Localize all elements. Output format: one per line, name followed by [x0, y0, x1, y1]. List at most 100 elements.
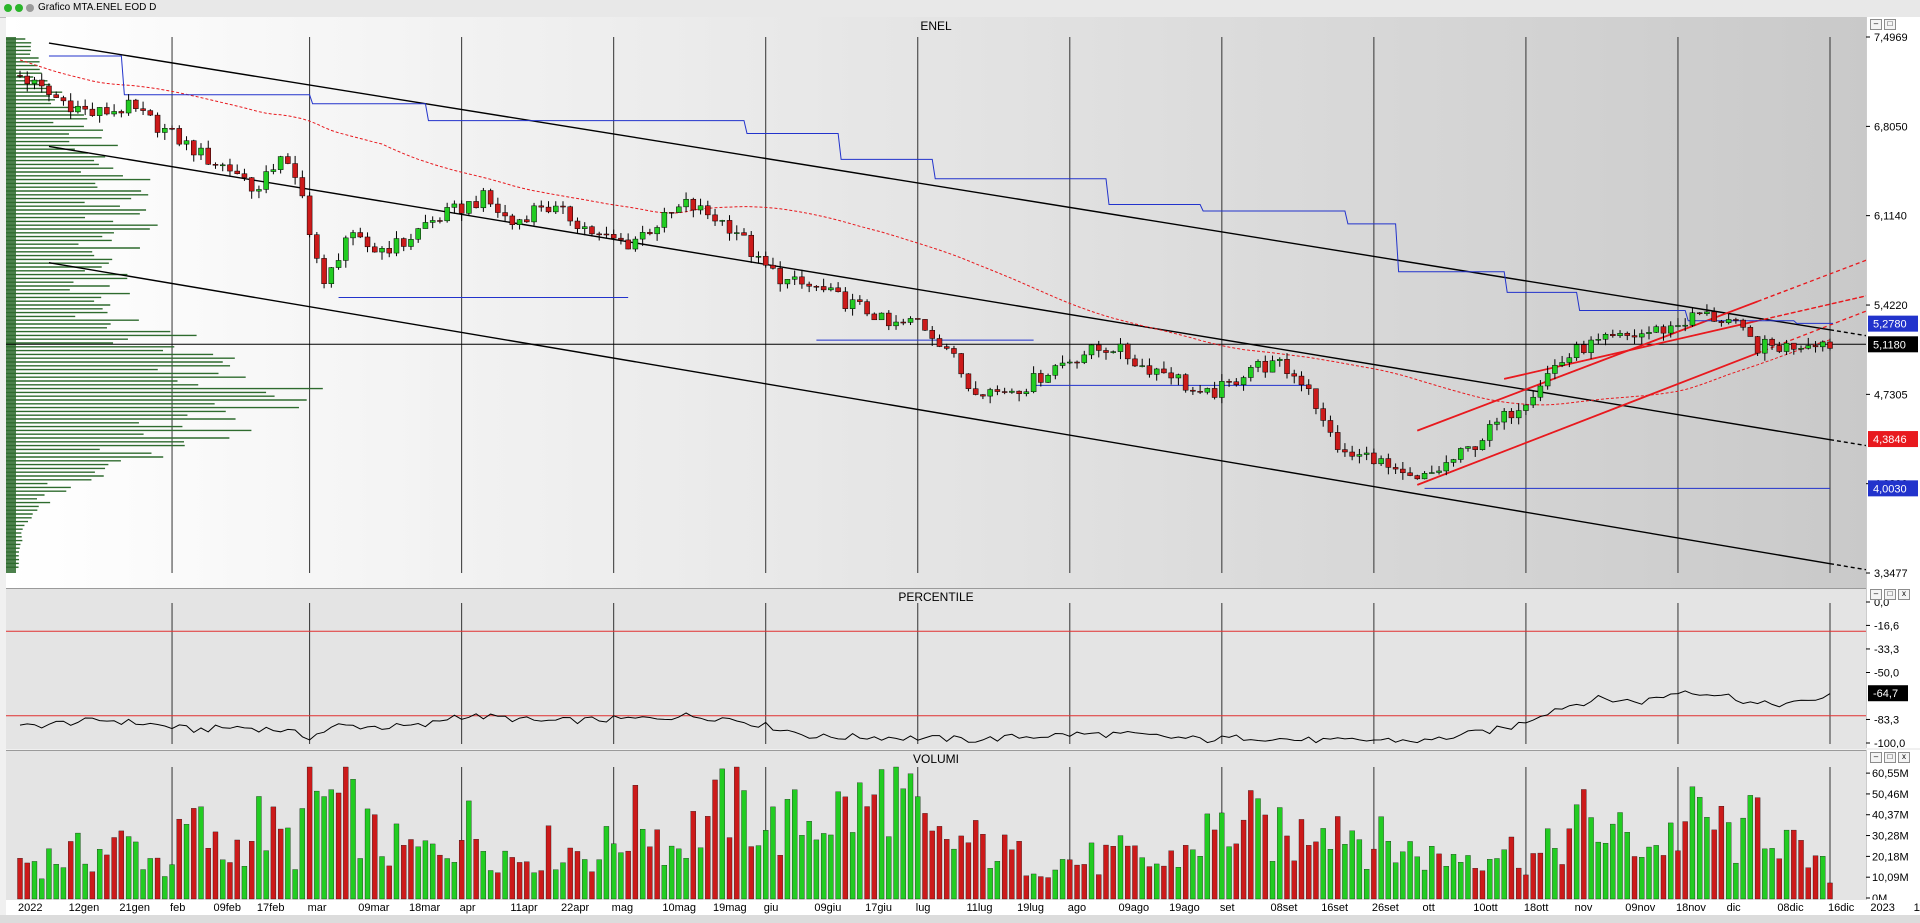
- volume-bar: [1240, 819, 1247, 900]
- price-marker-label: 4,3846: [1873, 434, 1907, 446]
- volume-bar: [1581, 789, 1587, 900]
- volume-bar: [1001, 834, 1008, 900]
- candle-body: [748, 234, 754, 257]
- candle-body: [60, 97, 67, 102]
- volume-tick-label: 0M: [1872, 893, 1887, 900]
- support-step-line: [48, 55, 1833, 324]
- date-tick-label: 11gen: [1914, 902, 1920, 914]
- date-tick-label: 08set: [1271, 902, 1298, 914]
- volume-bar: [958, 835, 964, 900]
- volume-bar: [1081, 864, 1087, 900]
- candle-body: [777, 268, 783, 285]
- volume-bar: [328, 789, 334, 900]
- volume-bar: [509, 857, 515, 900]
- volume-bar: [907, 773, 914, 900]
- candle-body: [806, 283, 812, 287]
- candle-body: [1501, 411, 1507, 423]
- candle-body: [1074, 361, 1080, 364]
- volume-bar: [1494, 858, 1500, 900]
- candle-body: [393, 238, 400, 254]
- candle-body: [162, 128, 168, 133]
- volume-bar: [154, 857, 161, 900]
- volume-bar: [618, 852, 624, 900]
- candle-body: [234, 170, 240, 174]
- volume-pane[interactable]: VOLUMI: [6, 750, 1866, 901]
- volume-bar: [321, 796, 327, 900]
- volume-bar: [567, 847, 573, 900]
- percentile-restore-button[interactable]: □: [1884, 589, 1896, 600]
- date-tick-label: lug: [916, 902, 931, 914]
- volume-bar: [249, 841, 255, 900]
- candle-body: [1769, 338, 1775, 346]
- volume-bar: [1400, 851, 1406, 900]
- candle-body: [958, 353, 964, 375]
- candle-body: [1725, 319, 1732, 323]
- percentile-pane[interactable]: PERCENTILE: [6, 588, 1866, 749]
- volume-bar: [878, 769, 885, 900]
- candle-body: [1820, 341, 1826, 348]
- volume-bar: [936, 826, 943, 900]
- candle-body: [1262, 361, 1269, 373]
- volume-minimize-button[interactable]: –: [1870, 752, 1882, 763]
- candle-body: [929, 330, 935, 339]
- candle-body: [437, 220, 443, 222]
- percentile-chart[interactable]: [6, 589, 1866, 749]
- volume-restore-button[interactable]: □: [1884, 752, 1896, 763]
- percentile-close-button[interactable]: x: [1898, 589, 1910, 600]
- price-marker-box: [1868, 315, 1918, 332]
- date-tick-label: nov: [1575, 902, 1593, 914]
- volume-close-button[interactable]: x: [1898, 752, 1910, 763]
- volume-bar: [1132, 845, 1138, 900]
- date-tick-label: 16dic: [1828, 902, 1855, 914]
- candle-body: [191, 140, 197, 156]
- candle-body: [502, 212, 508, 217]
- status-dot-icon[interactable]: [4, 4, 12, 12]
- candle-body: [1429, 472, 1435, 474]
- candle-body: [321, 258, 327, 284]
- price-minimize-button[interactable]: –: [1870, 19, 1882, 30]
- candle-body: [169, 128, 175, 130]
- volume-bar: [1595, 841, 1601, 900]
- price-pane[interactable]: ENEL: [6, 17, 1920, 588]
- volume-bar: [828, 834, 834, 900]
- volume-bar: [582, 859, 588, 900]
- volume-bar: [1211, 829, 1218, 900]
- volume-bar: [133, 841, 139, 900]
- volume-bar: [480, 851, 487, 900]
- volume-chart[interactable]: [6, 751, 1866, 901]
- volume-bar: [553, 869, 559, 900]
- volume-bar: [444, 858, 450, 900]
- candle-body: [1660, 326, 1667, 334]
- volume-bar: [1573, 804, 1580, 900]
- volume-bar: [1088, 842, 1095, 900]
- date-tick-label: 11lug: [966, 902, 992, 914]
- candle-body: [466, 201, 472, 214]
- volume-bar: [183, 824, 190, 900]
- price-restore-button[interactable]: □: [1884, 19, 1896, 30]
- percentile-tick-label: -83,3: [1874, 714, 1899, 726]
- candle-body: [943, 346, 950, 349]
- percentile-minimize-button[interactable]: –: [1870, 589, 1882, 600]
- volume-bar: [864, 806, 870, 900]
- candle-body: [842, 291, 849, 309]
- price-chart[interactable]: [6, 17, 1920, 588]
- candle-body: [205, 147, 211, 165]
- candle-body: [1559, 362, 1565, 366]
- trend-extension: [1757, 310, 1867, 354]
- candle-body: [1291, 373, 1297, 377]
- volume-bar: [357, 858, 363, 900]
- volume-bar: [343, 766, 349, 900]
- volume-bar: [1754, 797, 1761, 900]
- volume-bar: [668, 845, 675, 900]
- volume-tick-label: 60,55M: [1872, 768, 1909, 780]
- horizontal-scrollbar[interactable]: [0, 915, 1920, 923]
- volume-bar: [589, 871, 595, 900]
- volume-bar: [1096, 874, 1102, 900]
- volume-bar: [1335, 816, 1341, 900]
- volume-bar: [306, 766, 313, 900]
- candle-body: [987, 389, 993, 397]
- status-dot-icon[interactable]: [15, 4, 23, 12]
- status-dot-icon[interactable]: [26, 4, 34, 12]
- volume-bar: [574, 851, 581, 900]
- candle-body: [335, 260, 342, 268]
